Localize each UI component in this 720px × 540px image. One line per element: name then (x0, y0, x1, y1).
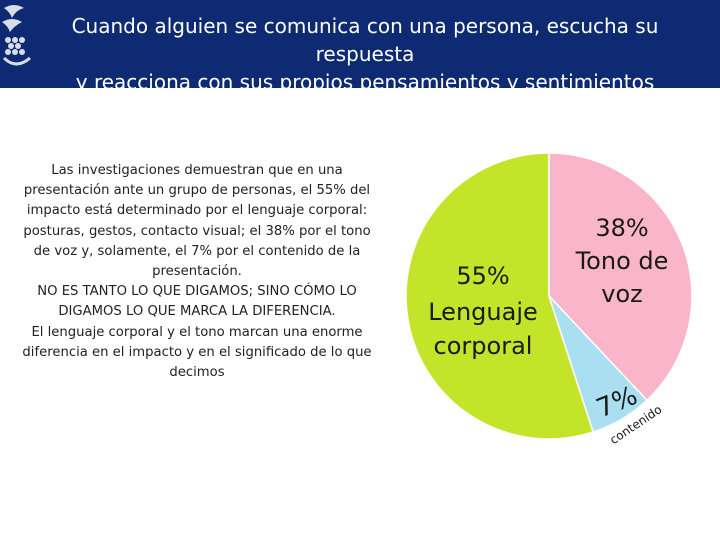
label-tono-pct: 38% (595, 214, 648, 242)
paragraph-research: Las investigaciones demuestran que en un… (23, 163, 371, 280)
pie-slice-contenido (548, 295, 648, 433)
label-lenguaje-text-2: corporal (434, 332, 533, 360)
label-tono-text-2: voz (601, 280, 642, 308)
title-bar: Cuando alguien se comunica con una perso… (0, 0, 720, 94)
pie-slice-tono-de-voz (548, 152, 693, 402)
page-title: Cuando alguien se comunica con una perso… (71, 14, 659, 94)
logo-icon (2, 5, 31, 66)
label-lenguaje-text-1: Lenguaje (428, 298, 538, 326)
paragraph-emphasis: NO ES TANTO LO QUE DIGAMOS; SINO CÓMO LO… (37, 284, 357, 320)
paragraph-conclusion: El lenguaje corporal y el tono marcan un… (22, 324, 372, 381)
label-tono-text-1: Tono de (575, 247, 669, 275)
label-lenguaje-pct: 55% (456, 262, 509, 290)
pie-slice-lenguaje-corporal (405, 152, 595, 440)
description-text: Las investigaciones demuestran que en un… (20, 161, 374, 383)
